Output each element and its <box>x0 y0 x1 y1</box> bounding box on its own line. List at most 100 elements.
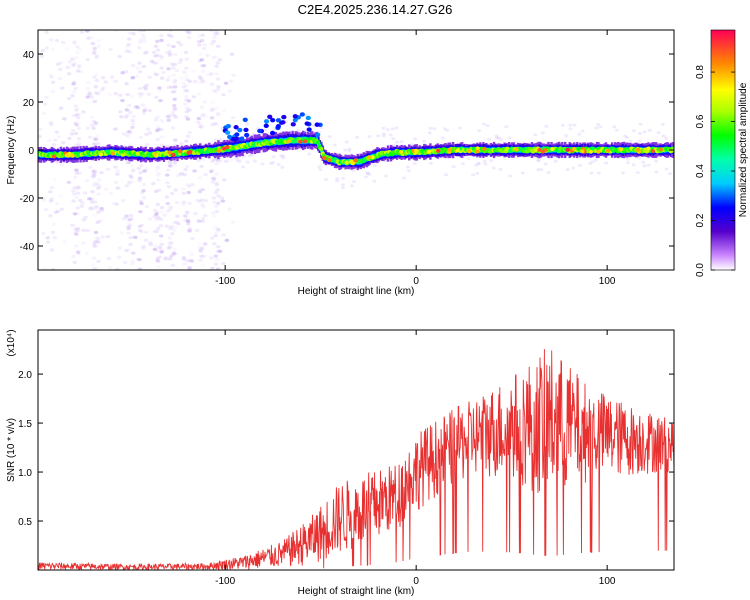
heatmap-noise-cell <box>138 267 143 270</box>
heatmap-noise-cell <box>159 242 165 246</box>
heatmap-noise-cell <box>173 115 179 119</box>
heatmap-noise-cell <box>181 191 187 195</box>
heatmap-noise-cell <box>167 242 172 246</box>
heatmap-noise-cell <box>90 124 96 128</box>
heatmap-noise-cell <box>92 169 98 173</box>
heatmap-peak-cell <box>370 155 375 160</box>
heatmap-noise-cell <box>637 139 642 143</box>
heatmap-noise-cell <box>214 183 219 187</box>
heatmap-noise-cell <box>385 128 390 132</box>
heatmap-noise-cell <box>142 85 147 89</box>
heatmap-peak-cell <box>186 150 191 155</box>
heatmap-noise-cell <box>533 133 538 137</box>
heatmap-noise-cell <box>507 136 512 140</box>
heatmap-noise-cell <box>92 47 97 51</box>
heatmap-noise-cell <box>96 219 102 224</box>
heatmap-noise-cell <box>138 229 143 233</box>
heatmap-noise-cell <box>197 43 202 47</box>
heatmap-noise-cell <box>422 139 427 143</box>
heatmap-noise-cell <box>184 115 189 119</box>
heatmap-noise-cell <box>213 138 219 142</box>
heatmap-noise-cell <box>74 123 79 127</box>
heatmap-noise-cell <box>209 108 215 112</box>
heatmap-noise-cell <box>120 231 125 235</box>
heatmap-noise-cell <box>175 214 180 218</box>
heatmap-noise-cell <box>177 60 183 65</box>
heatmap-noise-cell <box>96 186 101 191</box>
heatmap-noise-cell <box>56 135 62 139</box>
heatmap-noise-cell <box>184 95 189 99</box>
heatmap-noise-cell <box>81 110 86 114</box>
heatmap-noise-cell <box>202 43 208 47</box>
heatmap-noise-cell <box>181 257 187 261</box>
heatmap-noise-cell <box>113 92 119 96</box>
heatmap-noise-cell <box>120 98 125 103</box>
heatmap-noise-cell <box>190 182 195 187</box>
heatmap-noise-cell <box>96 141 101 146</box>
heatmap-noise-cell <box>203 114 208 118</box>
spectrogram-ticks: -100 0 100 -40 -20 0 20 40 <box>20 30 674 287</box>
heatmap-noise-cell <box>197 40 203 44</box>
heatmap-noise-cell <box>49 186 55 190</box>
heatmap-noise-cell <box>74 55 79 60</box>
heatmap-noise-cell <box>44 95 49 99</box>
heatmap-noise-cell <box>75 206 80 210</box>
heatmap-noise-cell <box>124 45 130 49</box>
heatmap-noise-cell <box>85 81 91 85</box>
heatmap-noise-cell <box>402 176 407 180</box>
heatmap-noise-cell <box>145 127 151 131</box>
heatmap-noise-cell <box>202 100 207 104</box>
heatmap-noise-cell <box>155 202 161 207</box>
heatmap-noise-cell <box>140 92 145 96</box>
heatmap-noise-cell <box>173 52 178 57</box>
heatmap-noise-cell <box>188 267 193 270</box>
heatmap-noise-cell <box>429 161 434 165</box>
heatmap-noise-cell <box>568 127 573 131</box>
heatmap-noise-cell <box>200 69 206 73</box>
heatmap-noise-cell <box>73 232 79 236</box>
heatmap-noise-cell <box>93 267 98 270</box>
heatmap-noise-cell <box>269 162 274 166</box>
heatmap-noise-cell <box>494 134 499 138</box>
heatmap-noise-cell <box>213 173 219 177</box>
heatmap-peak-cell <box>167 150 173 155</box>
heatmap-noise-cell <box>578 163 583 167</box>
heatmap-noise-cell <box>94 239 100 244</box>
heatmap-noise-cell <box>159 250 164 254</box>
heatmap-noise-cell <box>166 114 172 118</box>
heatmap-noise-cell <box>201 33 206 38</box>
heatmap-noise-cell <box>224 159 229 163</box>
heatmap-noise-cell <box>221 261 226 266</box>
heatmap-noise-cell <box>155 39 160 44</box>
colorbar-tick-label: 0.8 <box>695 65 706 79</box>
heatmap-noise-cell <box>71 82 76 86</box>
x-tick-label: 100 <box>599 276 616 287</box>
heatmap-noise-cell <box>137 87 143 91</box>
heatmap-noise-cell <box>119 115 124 119</box>
heatmap-noise-cell <box>198 249 203 253</box>
heatmap-noise-cell <box>199 113 205 118</box>
heatmap-noise-cell <box>128 110 133 115</box>
heatmap-noise-cell <box>156 249 161 253</box>
heatmap-noise-cell <box>654 159 659 163</box>
heatmap-noise-cell <box>155 137 160 141</box>
heatmap-noise-cell <box>209 107 215 111</box>
heatmap-noise-cell <box>476 162 481 166</box>
heatmap-noise-cell <box>125 93 130 97</box>
heatmap-band-cell <box>292 117 298 123</box>
heatmap-noise-cell <box>146 92 152 96</box>
heatmap-noise-cell <box>381 132 386 136</box>
heatmap-noise-cell <box>88 165 93 169</box>
heatmap-noise-cell <box>128 174 133 178</box>
heatmap-noise-cell <box>85 86 90 90</box>
heatmap-noise-cell <box>141 36 147 40</box>
heatmap-noise-cell <box>221 233 226 237</box>
heatmap-noise-cell <box>78 198 83 203</box>
heatmap-noise-cell <box>199 105 205 110</box>
snr-x-axis-label: Height of straight line (km) <box>298 586 415 597</box>
heatmap-noise-cell <box>194 228 200 232</box>
heatmap-noise-cell <box>214 162 219 166</box>
heatmap-noise-cell <box>197 34 202 38</box>
heatmap-peak-cell <box>571 146 577 151</box>
heatmap-noise-cell <box>92 169 97 173</box>
